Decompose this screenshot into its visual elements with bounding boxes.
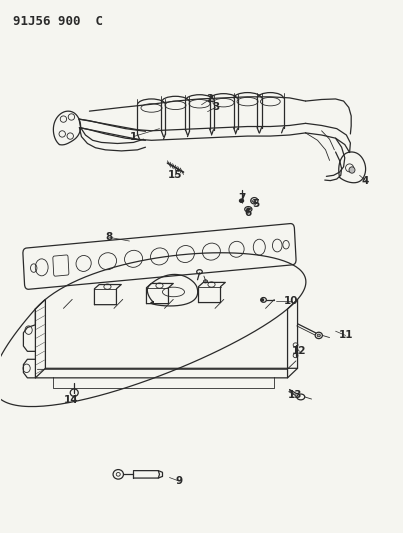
Text: 15: 15: [168, 171, 183, 180]
Ellipse shape: [239, 199, 243, 203]
Ellipse shape: [349, 167, 355, 173]
Text: 13: 13: [288, 390, 303, 400]
Text: 12: 12: [292, 346, 307, 357]
Text: 5: 5: [252, 199, 259, 209]
Text: 1: 1: [130, 132, 137, 142]
Text: 2: 2: [206, 94, 213, 104]
Text: 10: 10: [284, 296, 299, 306]
Text: 9: 9: [176, 477, 183, 486]
Text: 4: 4: [362, 175, 369, 185]
Text: 91J56 900  C: 91J56 900 C: [13, 14, 104, 28]
Text: 14: 14: [64, 395, 79, 405]
Text: 3: 3: [212, 102, 219, 112]
Ellipse shape: [253, 199, 256, 202]
Text: 6: 6: [245, 208, 252, 219]
Ellipse shape: [247, 208, 250, 211]
Ellipse shape: [261, 299, 264, 301]
Text: 8: 8: [106, 232, 113, 243]
Ellipse shape: [317, 334, 320, 337]
Text: 7: 7: [239, 192, 246, 203]
Ellipse shape: [204, 280, 208, 283]
Text: 11: 11: [339, 330, 353, 341]
